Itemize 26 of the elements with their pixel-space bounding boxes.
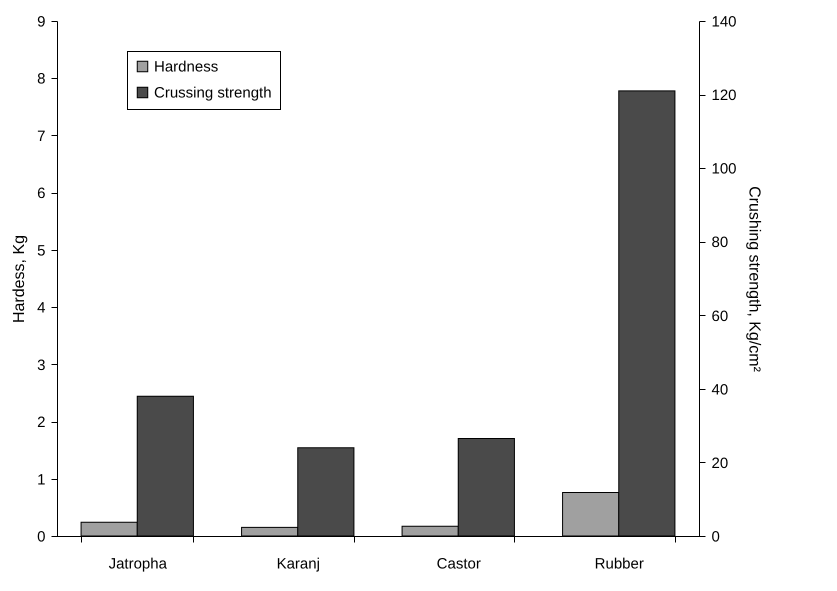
legend-label: Crussing strength bbox=[154, 84, 272, 102]
y-tick-label: 2 bbox=[37, 414, 46, 432]
y-tick-label: 3 bbox=[37, 356, 46, 374]
y2-tick-label: 60 bbox=[712, 308, 728, 325]
y2-tick-label: 100 bbox=[712, 160, 737, 178]
y-tick-label: 4 bbox=[37, 300, 46, 317]
y-axis-title: Hardess, Kg bbox=[11, 234, 28, 324]
y-tick-label: 1 bbox=[37, 471, 46, 488]
y-tick-label: 8 bbox=[37, 70, 46, 88]
x-tick-label: Rubber bbox=[594, 556, 644, 572]
y2-tick-label: 40 bbox=[712, 381, 728, 398]
y-tick-label: 5 bbox=[37, 242, 46, 260]
y-tick-label: 0 bbox=[37, 528, 46, 546]
x-tick-label: Castor bbox=[436, 556, 481, 572]
y-tick-label: 9 bbox=[37, 14, 46, 30]
y2-axis-title: Crushing strength, Kg/cm² bbox=[746, 186, 763, 373]
y2-tick-label: 80 bbox=[712, 234, 728, 252]
legend-label: Hardness bbox=[154, 58, 218, 76]
y-tick-label: 7 bbox=[37, 128, 46, 145]
y2-tick-label: 140 bbox=[712, 14, 737, 30]
y2-tick-label: 0 bbox=[712, 528, 720, 546]
x-tick-label: Jatropha bbox=[108, 556, 168, 572]
y2-tick-label: 120 bbox=[712, 87, 737, 104]
y-tick-label: 6 bbox=[37, 185, 46, 202]
y2-tick-label: 20 bbox=[712, 454, 728, 472]
x-tick-label: Karanj bbox=[276, 556, 320, 572]
